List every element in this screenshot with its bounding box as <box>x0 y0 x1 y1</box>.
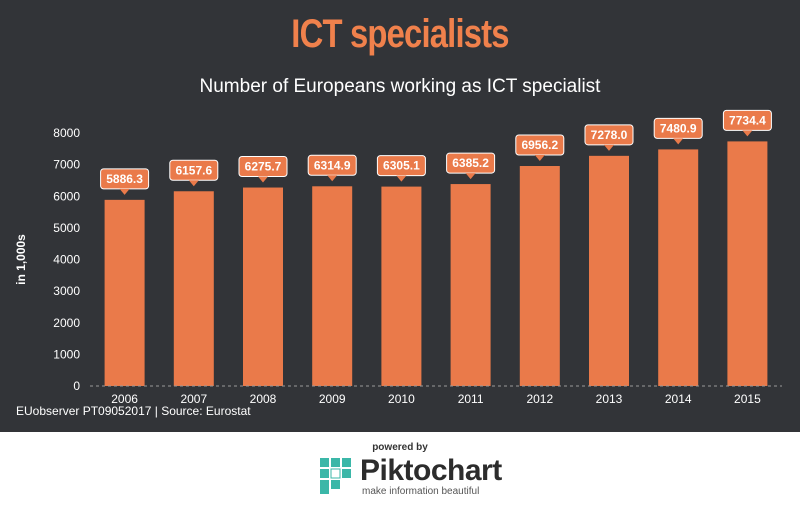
bar <box>243 187 283 386</box>
y-tick-label: 4000 <box>53 253 80 267</box>
bar <box>104 199 145 386</box>
data-label: 6956.2 <box>521 138 558 152</box>
x-tick-label: 2008 <box>250 392 277 406</box>
x-tick-label: 2011 <box>458 392 484 406</box>
x-tick-label: 2015 <box>734 392 761 406</box>
y-tick-label: 6000 <box>53 189 80 203</box>
data-label: 6305.1 <box>383 159 420 173</box>
y-tick-label: 8000 <box>53 126 80 140</box>
y-tick-label: 3000 <box>53 284 80 298</box>
chart-subtitle: Number of Europeans working as ICT speci… <box>199 76 601 97</box>
bar <box>658 149 699 386</box>
data-label: 5886.3 <box>106 172 143 186</box>
data-label: 7734.4 <box>729 113 766 127</box>
footer: powered by Piktochart make information b… <box>0 432 800 505</box>
y-tick-label: 5000 <box>53 221 80 235</box>
y-tick-label: 7000 <box>53 158 80 172</box>
x-tick-label: 2013 <box>596 392 623 406</box>
x-tick-label: 2010 <box>388 392 415 406</box>
x-tick-label: 2012 <box>526 392 553 406</box>
data-label-pointer <box>534 155 545 162</box>
x-tick-label: 2009 <box>319 392 346 406</box>
piktochart-logo[interactable]: Piktochart make information beautiful <box>318 454 502 500</box>
data-label-pointer <box>673 138 684 145</box>
data-label-pointer <box>742 130 753 137</box>
source-note: EUobserver PT09052017 | Source: Eurostat <box>16 404 251 418</box>
y-axis-title: in 1,000s <box>14 234 28 285</box>
data-label: 6385.2 <box>452 156 489 170</box>
brand-name: Piktochart <box>360 454 502 487</box>
bar <box>381 186 422 386</box>
data-label-pointer <box>604 144 614 151</box>
bar-chart: in 1,000s 0 1000 2000 3000 4000 5000 6000 7000 80… <box>14 109 782 406</box>
y-tick-label: 0 <box>73 379 80 393</box>
data-label-pointer <box>327 175 338 182</box>
powered-by-label: powered by <box>372 442 428 453</box>
bar <box>173 191 214 386</box>
data-label: 6275.7 <box>245 160 282 174</box>
data-label: 6314.9 <box>314 158 351 172</box>
x-tick-label: 2014 <box>665 392 692 406</box>
data-label-pointer <box>258 176 268 183</box>
x-tick-label: 2007 <box>180 392 207 406</box>
x-tick-label: 2006 <box>111 392 138 406</box>
bar <box>727 141 768 386</box>
data-label: 6157.6 <box>175 163 212 177</box>
bar <box>312 186 353 386</box>
data-label-pointer <box>119 188 130 195</box>
y-tick-label: 2000 <box>53 316 80 330</box>
bar <box>589 155 629 386</box>
bar <box>519 166 560 386</box>
data-label-pointer <box>188 180 199 187</box>
bar <box>450 184 491 386</box>
data-label-pointer <box>396 175 407 182</box>
piktochart-logo-icon <box>320 458 351 494</box>
data-label: 7480.9 <box>660 121 697 135</box>
infographic-title: ICT specialists <box>291 12 509 56</box>
y-tick-label: 1000 <box>53 347 80 361</box>
data-label: 7278.0 <box>591 128 628 142</box>
data-label-pointer <box>465 173 476 180</box>
brand-tagline: make information beautiful <box>362 486 480 497</box>
